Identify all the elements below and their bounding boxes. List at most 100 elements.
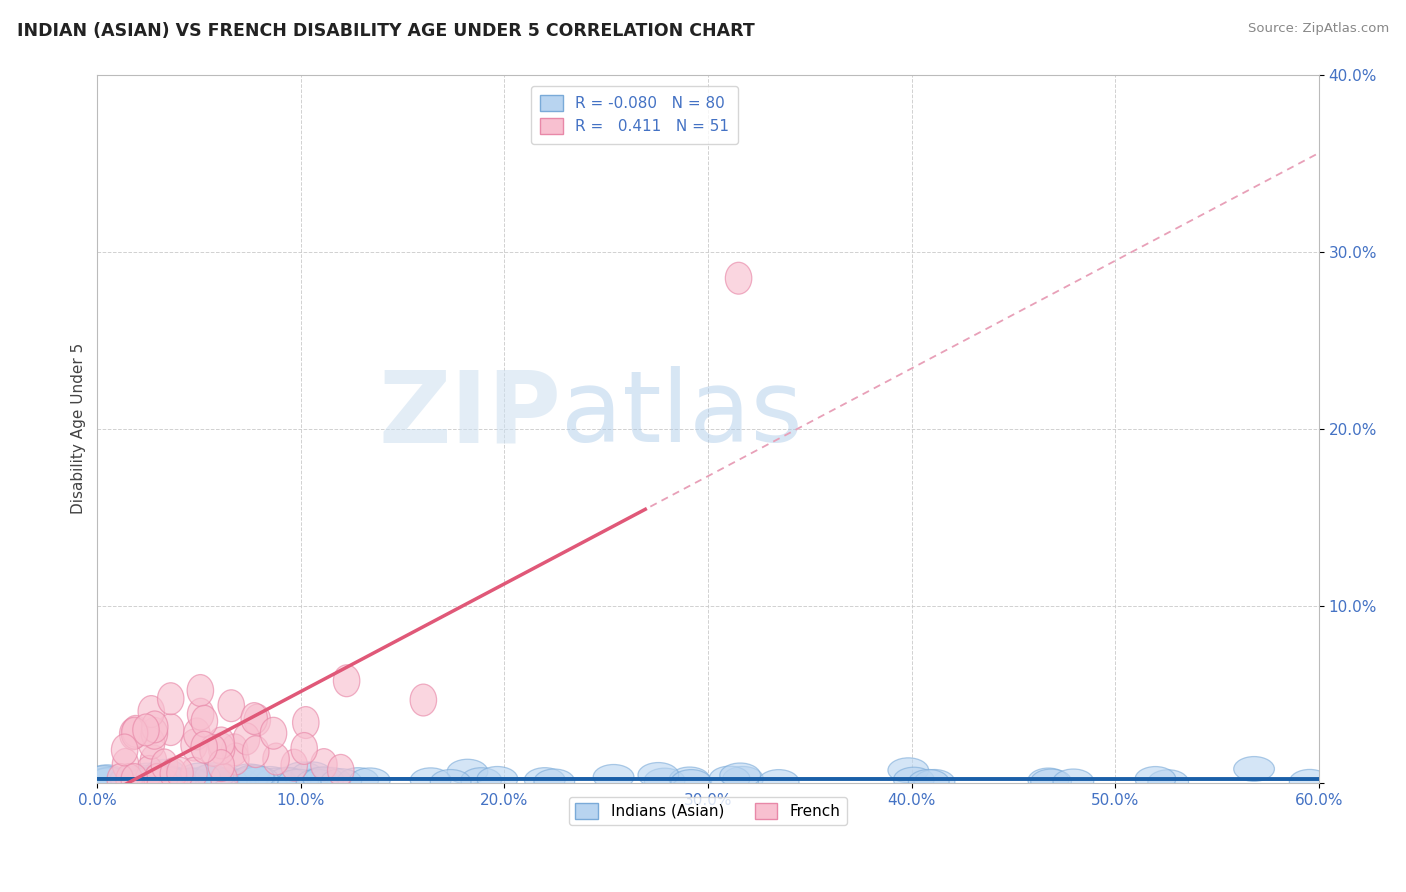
Ellipse shape (297, 769, 337, 794)
Ellipse shape (107, 769, 148, 794)
Ellipse shape (321, 769, 361, 794)
Ellipse shape (180, 763, 219, 788)
Ellipse shape (233, 723, 260, 755)
Ellipse shape (291, 762, 332, 787)
Ellipse shape (430, 770, 471, 795)
Ellipse shape (87, 767, 128, 792)
Ellipse shape (229, 767, 269, 792)
Legend: Indians (Asian), French: Indians (Asian), French (569, 797, 846, 825)
Ellipse shape (190, 765, 231, 789)
Ellipse shape (240, 703, 267, 734)
Ellipse shape (447, 759, 488, 784)
Ellipse shape (337, 768, 378, 792)
Ellipse shape (195, 763, 236, 788)
Ellipse shape (267, 768, 308, 793)
Ellipse shape (136, 767, 177, 792)
Ellipse shape (644, 768, 685, 793)
Ellipse shape (132, 714, 159, 746)
Ellipse shape (152, 768, 191, 792)
Ellipse shape (758, 770, 799, 795)
Ellipse shape (191, 731, 218, 764)
Ellipse shape (127, 768, 167, 793)
Ellipse shape (720, 763, 761, 788)
Ellipse shape (477, 766, 517, 791)
Ellipse shape (112, 748, 139, 780)
Ellipse shape (136, 756, 163, 788)
Ellipse shape (725, 262, 752, 294)
Ellipse shape (143, 764, 170, 796)
Ellipse shape (267, 767, 308, 792)
Ellipse shape (125, 768, 166, 793)
Ellipse shape (195, 767, 236, 792)
Ellipse shape (1031, 769, 1071, 794)
Ellipse shape (150, 766, 191, 791)
Ellipse shape (283, 762, 323, 787)
Ellipse shape (292, 706, 319, 739)
Ellipse shape (242, 736, 269, 768)
Ellipse shape (157, 714, 184, 746)
Ellipse shape (914, 770, 955, 794)
Ellipse shape (311, 748, 337, 780)
Ellipse shape (908, 770, 949, 794)
Ellipse shape (1028, 768, 1069, 793)
Ellipse shape (211, 769, 252, 794)
Ellipse shape (291, 732, 318, 764)
Ellipse shape (709, 766, 749, 791)
Ellipse shape (245, 704, 270, 736)
Ellipse shape (121, 764, 148, 796)
Ellipse shape (593, 764, 634, 789)
Ellipse shape (122, 715, 149, 747)
Ellipse shape (1053, 769, 1094, 794)
Ellipse shape (218, 769, 259, 794)
Ellipse shape (138, 765, 179, 790)
Ellipse shape (723, 766, 763, 791)
Ellipse shape (141, 745, 167, 777)
Ellipse shape (91, 767, 131, 792)
Ellipse shape (157, 682, 184, 714)
Ellipse shape (184, 718, 209, 750)
Ellipse shape (145, 759, 186, 784)
Ellipse shape (187, 674, 214, 706)
Ellipse shape (155, 768, 195, 793)
Ellipse shape (89, 768, 129, 792)
Ellipse shape (249, 766, 290, 791)
Ellipse shape (889, 758, 928, 782)
Ellipse shape (229, 764, 270, 789)
Ellipse shape (304, 767, 344, 792)
Ellipse shape (233, 764, 274, 789)
Ellipse shape (160, 758, 187, 789)
Text: Source: ZipAtlas.com: Source: ZipAtlas.com (1249, 22, 1389, 36)
Ellipse shape (311, 767, 352, 792)
Ellipse shape (211, 764, 238, 796)
Ellipse shape (260, 717, 287, 749)
Ellipse shape (138, 727, 165, 759)
Ellipse shape (1135, 766, 1175, 791)
Ellipse shape (298, 767, 339, 792)
Ellipse shape (238, 766, 278, 791)
Ellipse shape (333, 665, 360, 697)
Ellipse shape (281, 749, 308, 781)
Ellipse shape (208, 727, 235, 759)
Ellipse shape (125, 769, 166, 793)
Ellipse shape (160, 769, 201, 794)
Ellipse shape (1147, 770, 1188, 795)
Ellipse shape (328, 755, 354, 787)
Ellipse shape (278, 769, 318, 794)
Ellipse shape (181, 729, 207, 761)
Ellipse shape (87, 768, 128, 792)
Ellipse shape (141, 763, 181, 787)
Ellipse shape (115, 764, 142, 796)
Ellipse shape (222, 743, 249, 775)
Ellipse shape (893, 767, 934, 792)
Ellipse shape (87, 764, 128, 789)
Ellipse shape (146, 765, 187, 790)
Ellipse shape (256, 768, 297, 793)
Ellipse shape (127, 764, 167, 788)
Ellipse shape (187, 698, 214, 731)
Ellipse shape (200, 734, 226, 766)
Ellipse shape (221, 734, 247, 766)
Ellipse shape (125, 768, 166, 793)
Ellipse shape (110, 766, 150, 791)
Ellipse shape (148, 767, 188, 792)
Ellipse shape (191, 706, 218, 737)
